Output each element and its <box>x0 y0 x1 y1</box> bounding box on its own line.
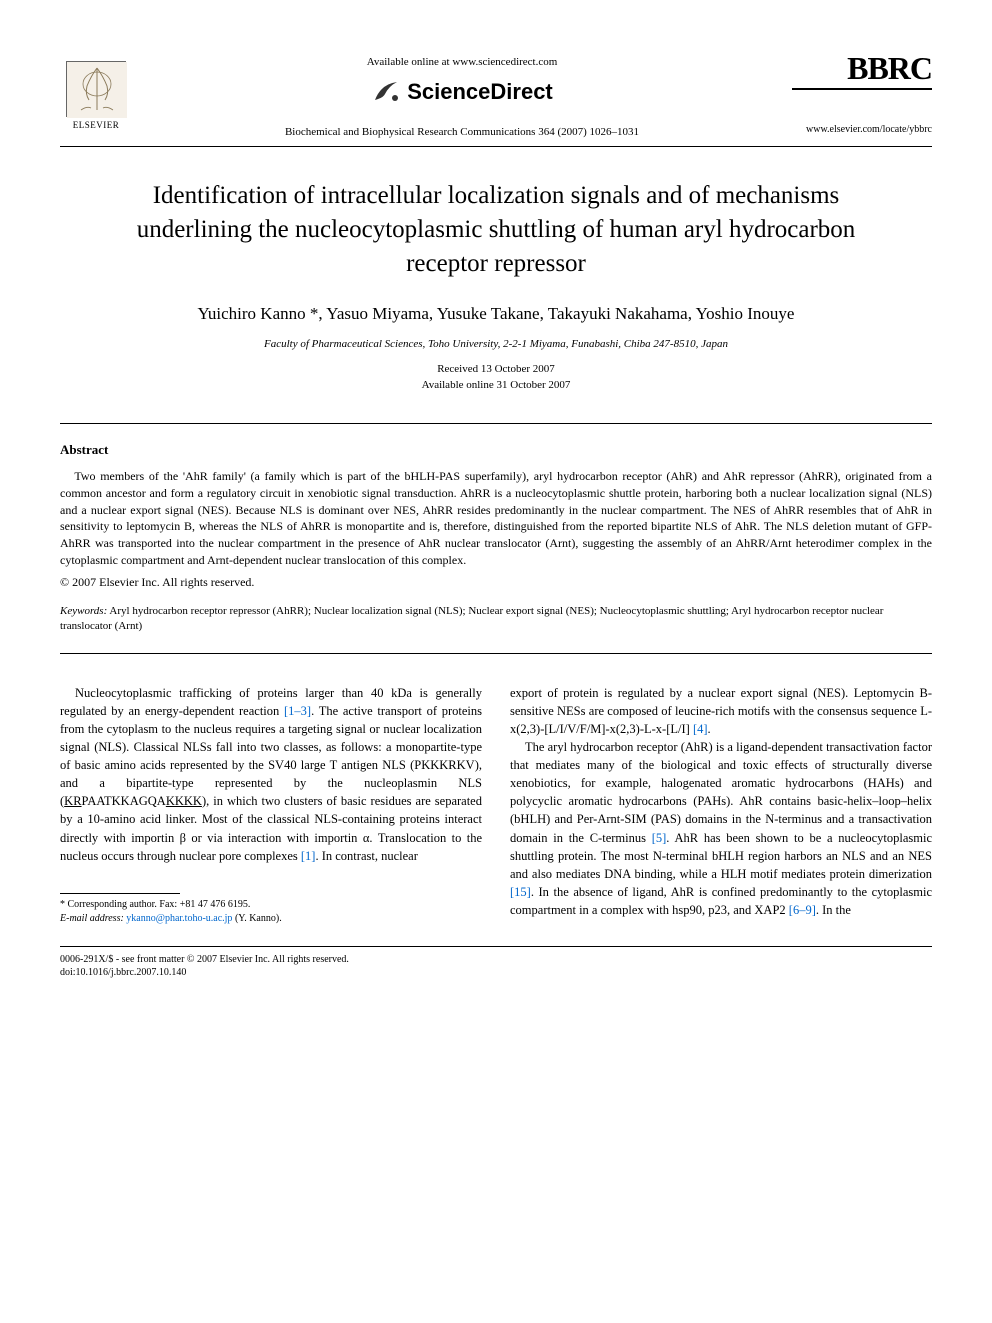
elsevier-tree-icon <box>66 61 126 117</box>
abstract-copyright: © 2007 Elsevier Inc. All rights reserved… <box>60 575 932 590</box>
header-row: ELSEVIER Available online at www.science… <box>60 50 932 138</box>
bbrc-url: www.elsevier.com/locate/ybbrc <box>792 124 932 135</box>
bbrc-logo: BBRC <box>792 50 932 90</box>
ref-link[interactable]: [15] <box>510 885 531 899</box>
underline-seq: KR <box>64 794 81 808</box>
keywords-label: Keywords: <box>60 605 107 617</box>
underline-seq: KKKK <box>166 794 202 808</box>
text-span: export of protein is regulated by a nucl… <box>510 686 932 736</box>
received-date: Received 13 October 2007 <box>60 362 932 377</box>
ref-link[interactable]: [4] <box>693 722 708 736</box>
elsevier-logo: ELSEVIER <box>60 50 132 130</box>
front-matter-line: 0006-291X/$ - see front matter © 2007 El… <box>60 953 932 966</box>
citation-line: Biochemical and Biophysical Research Com… <box>152 126 772 138</box>
keywords-block: Keywords: Aryl hydrocarbon receptor repr… <box>60 604 932 635</box>
abstract-bottom-rule <box>60 653 932 654</box>
ref-link[interactable]: [1–3] <box>284 704 311 718</box>
abstract-top-rule <box>60 423 932 424</box>
email-label: E-mail address: <box>60 913 124 924</box>
ref-link[interactable]: [6–9] <box>789 903 816 917</box>
corresponding-author: * Corresponding author. Fax: +81 47 476 … <box>60 898 482 912</box>
article-title: Identification of intracellular localiza… <box>120 179 872 280</box>
text-span: . In the absence of ligand, AhR is confi… <box>510 885 932 917</box>
bbrc-block: BBRC www.elsevier.com/locate/ybbrc <box>792 50 932 135</box>
ref-link[interactable]: [1] <box>301 849 316 863</box>
abstract-heading: Abstract <box>60 442 932 458</box>
text-span: . In contrast, nuclear <box>315 849 417 863</box>
footnote-block: * Corresponding author. Fax: +81 47 476 … <box>60 898 482 926</box>
affiliation: Faculty of Pharmaceutical Sciences, Toho… <box>60 338 932 350</box>
col2-para2: The aryl hydrocarbon receptor (AhR) is a… <box>510 738 932 919</box>
ref-link[interactable]: [5] <box>652 831 667 845</box>
text-span: PAATKKAGQA <box>82 794 166 808</box>
doi-line: doi:10.1016/j.bbrc.2007.10.140 <box>60 966 932 979</box>
col1-para1: Nucleocytoplasmic trafficking of protein… <box>60 684 482 865</box>
text-span: . In the <box>816 903 851 917</box>
keywords-text: Aryl hydrocarbon receptor repressor (AhR… <box>60 605 883 632</box>
header-rule <box>60 146 932 147</box>
sciencedirect-logo: ScienceDirect <box>371 76 553 108</box>
footnote-rule <box>60 893 180 894</box>
text-span: . The active transport of proteins from … <box>60 704 482 809</box>
body-columns: Nucleocytoplasmic trafficking of protein… <box>60 684 932 926</box>
email-line: E-mail address: ykanno@phar.toho-u.ac.jp… <box>60 912 482 926</box>
abstract-text: Two members of the 'AhR family' (a famil… <box>60 468 932 569</box>
sciencedirect-text: ScienceDirect <box>407 79 553 105</box>
available-date: Available online 31 October 2007 <box>60 378 932 393</box>
elsevier-label: ELSEVIER <box>73 120 120 130</box>
available-online-text: Available online at www.sciencedirect.co… <box>152 56 772 68</box>
column-right: export of protein is regulated by a nucl… <box>510 684 932 926</box>
bottom-info: 0006-291X/$ - see front matter © 2007 El… <box>60 953 932 979</box>
authors-line: Yuichiro Kanno *, Yasuo Miyama, Yusuke T… <box>60 304 932 324</box>
email-suffix: (Y. Kanno). <box>232 913 281 924</box>
dates-block: Received 13 October 2007 Available onlin… <box>60 362 932 393</box>
sciencedirect-swoosh-icon <box>371 76 403 108</box>
col2-para1: export of protein is regulated by a nucl… <box>510 684 932 738</box>
text-span: The aryl hydrocarbon receptor (AhR) is a… <box>510 740 932 845</box>
email-link[interactable]: ykanno@phar.toho-u.ac.jp <box>126 913 232 924</box>
center-header: Available online at www.sciencedirect.co… <box>132 50 792 138</box>
column-left: Nucleocytoplasmic trafficking of protein… <box>60 684 482 926</box>
text-span: . <box>708 722 711 736</box>
bottom-rule <box>60 946 932 947</box>
